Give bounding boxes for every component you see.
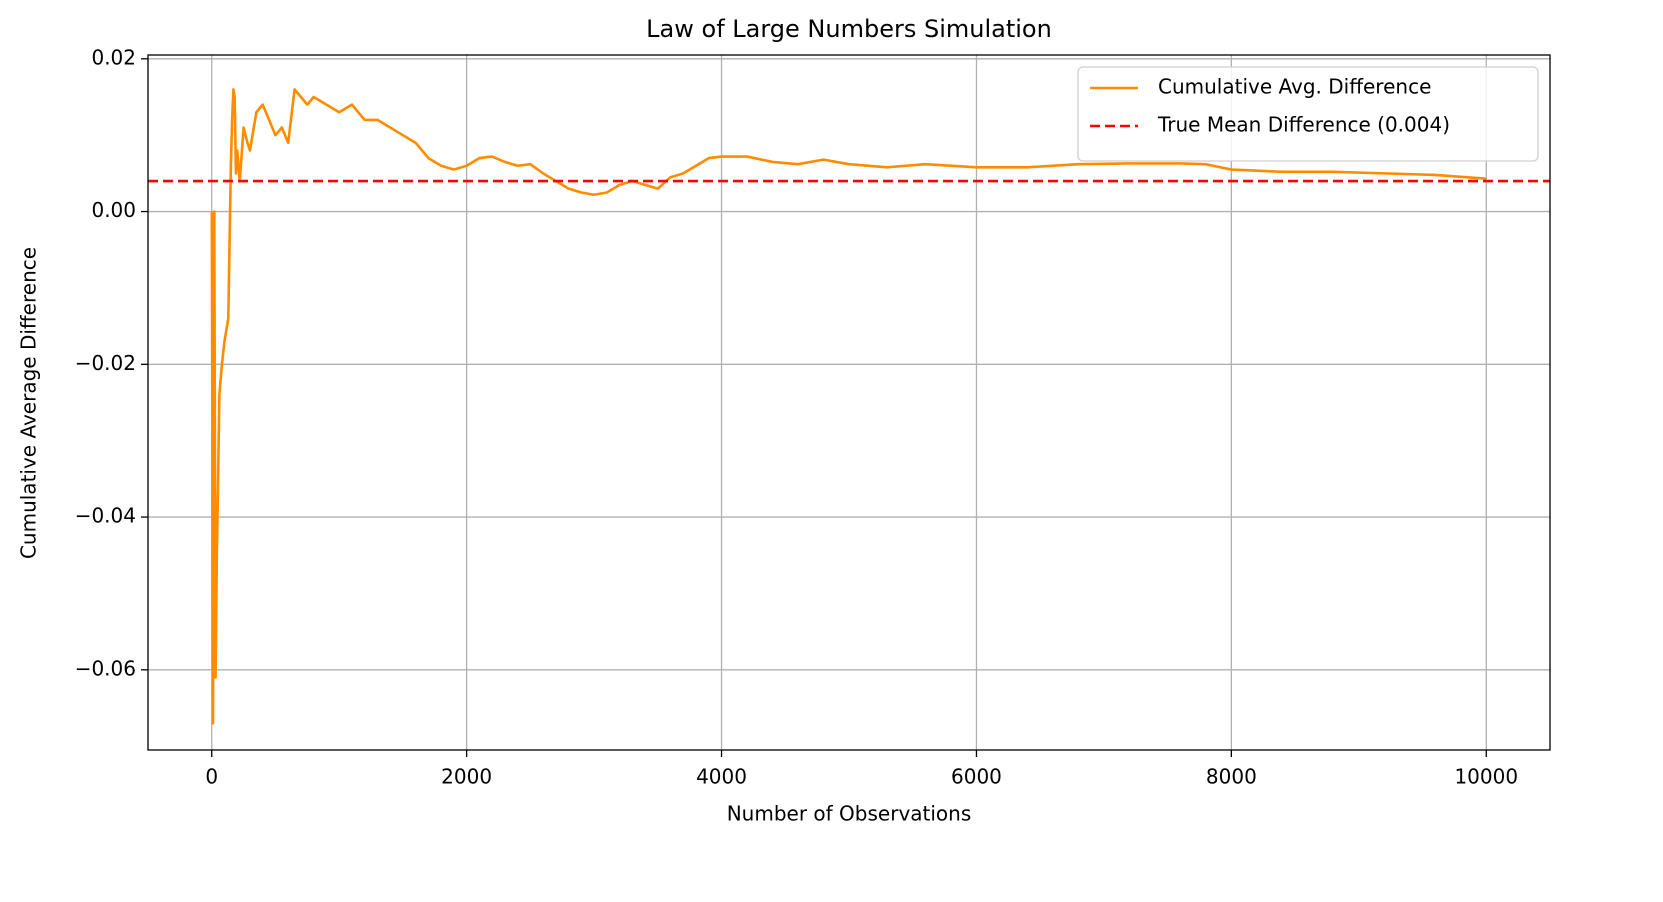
y-axis-label: Cumulative Average Difference	[17, 247, 41, 559]
x-tick-label: 10000	[1454, 765, 1518, 789]
x-axis-label: Number of Observations	[727, 802, 972, 826]
x-tick-label: 2000	[441, 765, 492, 789]
legend-label: True Mean Difference (0.004)	[1157, 113, 1450, 137]
y-tick-label: −0.02	[75, 351, 136, 375]
legend-label: Cumulative Avg. Difference	[1158, 75, 1431, 99]
y-tick-label: 0.00	[91, 198, 136, 222]
y-tick-label: −0.04	[75, 504, 136, 528]
x-tick-label: 4000	[696, 765, 747, 789]
y-tick-label: 0.02	[91, 45, 136, 69]
y-tick-label: −0.06	[75, 656, 136, 680]
legend-box	[1077, 66, 1539, 162]
x-tick-label: 8000	[1206, 765, 1257, 789]
plot-frame	[147, 54, 1551, 751]
chart-title: Law of Large Numbers Simulation	[646, 15, 1052, 43]
data-line	[210, 88, 1487, 725]
x-tick-label: 6000	[951, 765, 1002, 789]
x-tick-label: 0	[205, 765, 218, 789]
